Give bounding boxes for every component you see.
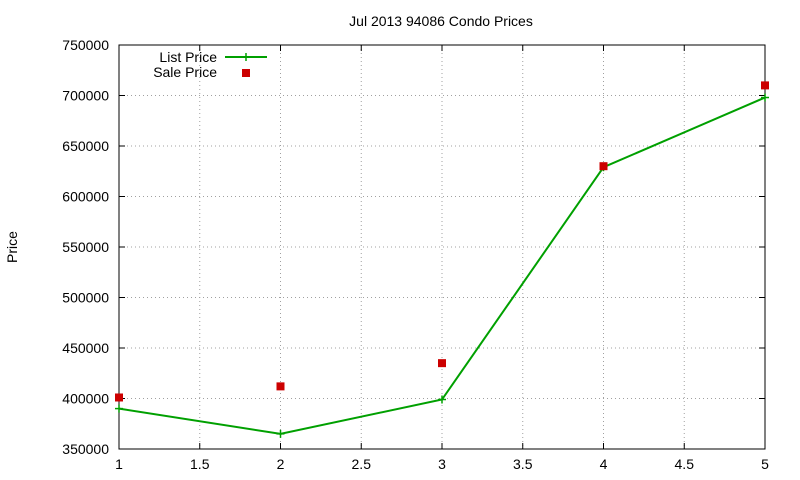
- x-tick-label: 2.5: [352, 456, 372, 472]
- x-tick-label: 5: [761, 456, 769, 472]
- x-tick-label: 4: [600, 456, 608, 472]
- chart-title: Jul 2013 94086 Condo Prices: [349, 13, 533, 29]
- data-point-list-price: [438, 395, 446, 404]
- x-tick-label: 3: [438, 456, 446, 472]
- y-tick-label: 750000: [62, 37, 109, 53]
- x-tick-label: 1: [115, 456, 123, 472]
- data-point-list-price: [115, 404, 123, 413]
- legend-label: List Price: [159, 49, 217, 65]
- data-point-sale-price: [276, 382, 285, 391]
- legend-square-marker: [242, 69, 250, 77]
- y-tick-label: 650000: [62, 138, 109, 154]
- legend-plus-marker: [242, 53, 250, 61]
- x-tick-label: 3.5: [513, 456, 533, 472]
- data-point-list-price: [276, 429, 285, 438]
- data-point-sale-price: [115, 393, 123, 402]
- y-axis-label: Price: [4, 231, 20, 263]
- grid: [119, 45, 765, 449]
- series-layer: [115, 81, 769, 438]
- x-tick-label: 2: [277, 456, 285, 472]
- data-point-sale-price: [761, 81, 769, 90]
- x-tick-label: 1.5: [190, 456, 210, 472]
- y-tick-label: 600000: [62, 189, 109, 205]
- y-tick-label: 350000: [62, 441, 109, 457]
- data-point-sale-price: [438, 359, 446, 368]
- data-point-sale-price: [599, 162, 608, 171]
- legend-label: Sale Price: [153, 64, 217, 80]
- axis-ticks: 1 1.5 2 2.5 3 3.5 4 4.5 5 350000 400000 450000 50000…: [62, 37, 769, 472]
- y-tick-label: 400000: [62, 391, 109, 407]
- y-tick-label: 700000: [62, 88, 109, 104]
- y-tick-label: 500000: [62, 290, 109, 306]
- y-tick-label: 450000: [62, 340, 109, 356]
- y-tick-label: 550000: [62, 239, 109, 255]
- x-tick-label: 4.5: [675, 456, 695, 472]
- data-point-list-price: [761, 93, 769, 102]
